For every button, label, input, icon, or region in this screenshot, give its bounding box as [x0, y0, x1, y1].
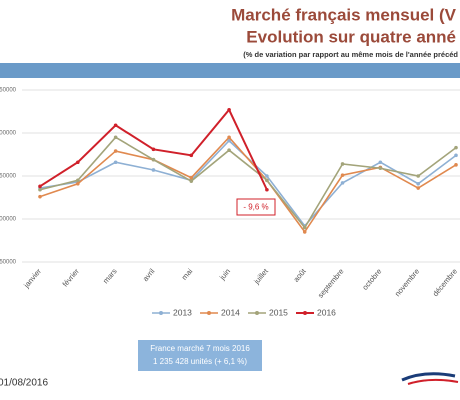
y-tick-label: 200000 [0, 131, 17, 137]
legend-label: 2015 [269, 307, 288, 317]
point [265, 178, 269, 183]
logo [401, 372, 459, 385]
info-line: 1 235 428 unités (+ 6,1 %) [153, 357, 247, 366]
x-tick-label: avril [141, 267, 157, 284]
point [189, 175, 194, 180]
y-tick-label: 150000 [0, 174, 17, 180]
x-tick-label: août [291, 266, 308, 284]
legend-marker [207, 311, 211, 315]
x-tick-label: janvier [21, 266, 43, 290]
y-tick-label: 50000 [0, 260, 17, 266]
x-tick-label: octobre [360, 267, 383, 292]
series-line [39, 136, 457, 230]
point [302, 230, 307, 234]
legend-label: 2016 [317, 307, 336, 317]
point [416, 174, 420, 178]
point [378, 160, 383, 165]
x-tick-label: juin [217, 267, 232, 283]
annotation-box [236, 198, 276, 216]
legend-marker [303, 311, 307, 315]
point [151, 147, 156, 152]
legend-label: 2014 [221, 307, 240, 317]
x-tick-label: septembre [316, 267, 346, 300]
point [416, 181, 420, 186]
point [151, 157, 156, 162]
point [113, 135, 118, 140]
point [227, 148, 231, 152]
point [151, 168, 156, 172]
x-tick-label: décembre [431, 267, 459, 298]
y-tick-label: 100000 [0, 217, 17, 223]
point [302, 225, 307, 230]
header-band [0, 63, 460, 78]
point [416, 186, 420, 190]
x-tick-label: février [61, 266, 82, 288]
point [378, 166, 383, 171]
info-box [138, 340, 262, 371]
point [227, 135, 231, 140]
date: 01/08/2016 [0, 378, 48, 389]
point [113, 160, 118, 165]
point [76, 181, 80, 186]
point [227, 107, 231, 112]
point [38, 187, 42, 192]
legend-marker [255, 311, 259, 315]
title: Marché français mensuel (V [231, 5, 457, 24]
point [265, 187, 269, 192]
point [227, 138, 231, 143]
legend-label: 2013 [173, 307, 192, 317]
point [113, 123, 118, 128]
point [189, 153, 194, 158]
subtitle: Evolution sur quatre anné [246, 27, 456, 46]
series-line [39, 136, 457, 234]
point [340, 173, 345, 177]
x-tick-label: novembre [393, 267, 421, 298]
annotation: - 9,6 % [243, 203, 268, 212]
point [113, 149, 118, 153]
point [38, 184, 42, 189]
y-tick-label: 250000 [0, 88, 17, 94]
point [265, 174, 269, 178]
info-line: France marché 7 mois 2016 [150, 344, 250, 353]
x-tick-label: juillet [251, 266, 270, 286]
point [189, 179, 194, 183]
point [340, 181, 345, 185]
legend-marker [159, 311, 163, 315]
x-tick-label: mai [180, 267, 195, 282]
point [38, 194, 42, 199]
point [454, 163, 458, 167]
note: (% de variation par rapport au même mois… [243, 50, 458, 59]
point [76, 160, 80, 165]
point [76, 178, 80, 183]
point [454, 153, 458, 158]
x-tick-label: mars [101, 267, 119, 286]
point [340, 162, 345, 166]
point [454, 145, 458, 150]
